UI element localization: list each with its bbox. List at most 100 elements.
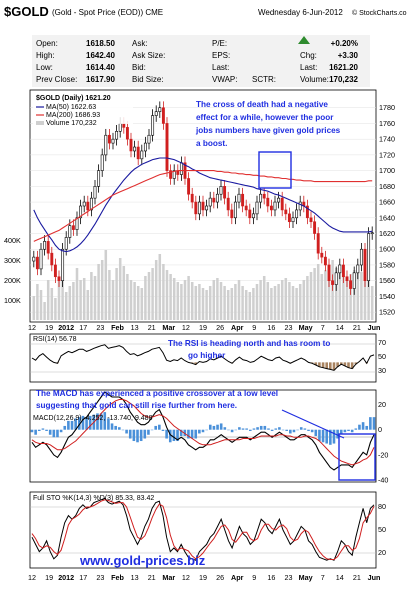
candle-body <box>341 264 345 278</box>
date-tick-label: 14 <box>336 323 344 332</box>
candle-body <box>251 213 255 219</box>
volume-bar <box>151 268 154 320</box>
macd-histogram-bar <box>179 429 183 436</box>
macd-histogram-bar <box>347 429 350 431</box>
macd-histogram-bar <box>238 427 241 430</box>
quote-table: Open: 1618.50 High: 1642.40 Low: 1614.40… <box>32 35 370 87</box>
volume-bar <box>277 284 280 320</box>
candle-body <box>280 197 284 211</box>
macd-histogram-bar <box>281 429 285 431</box>
candle-body <box>179 162 183 175</box>
macd-histogram-bar <box>208 424 212 430</box>
macd-histogram-bar <box>34 429 37 435</box>
legend-ma50: MA(50) 1622.63 <box>46 104 96 111</box>
volume-bar <box>248 292 252 320</box>
candle-body <box>143 142 147 152</box>
macd-histogram-bar <box>74 418 77 430</box>
candle-body <box>107 134 111 144</box>
macd-histogram-bar <box>81 415 85 430</box>
price-tick-label: 1760 <box>379 119 395 128</box>
candle-body <box>197 201 201 215</box>
volume-bar <box>266 282 270 320</box>
date-tick-label: Mar <box>162 323 175 332</box>
candle-body <box>136 146 140 160</box>
volume-bar <box>342 276 345 320</box>
pe-label: P/E: <box>212 39 227 48</box>
macd-histogram-bar <box>318 429 321 442</box>
volume-bar <box>338 272 342 320</box>
candle-body <box>212 197 216 203</box>
candle-body <box>367 233 371 281</box>
macd-histogram-bar <box>45 429 48 431</box>
pct-change: +0.20% <box>331 39 358 48</box>
volume-bar <box>104 250 108 320</box>
volume-value: 170,232 <box>329 75 358 84</box>
candle-body <box>205 205 209 211</box>
candle-body <box>237 193 241 203</box>
rsi-tick-70: 70 <box>378 338 386 347</box>
macd-histogram-bar <box>77 417 81 430</box>
symbol-description: (Gold - Spot Price (EOD)) CME <box>52 8 163 17</box>
volume-bar <box>187 276 190 320</box>
volume-bar <box>136 286 140 320</box>
candle-body <box>248 209 252 219</box>
macd-histogram-bar <box>198 429 201 434</box>
date-tick-label: 23 <box>96 323 104 332</box>
chg-label: Chg: <box>300 51 317 60</box>
date-tick-label: 19 <box>45 323 53 332</box>
volume-bar <box>133 282 136 320</box>
macd-histogram-bar <box>372 417 376 430</box>
candle-body <box>223 186 227 199</box>
candle-body <box>316 233 320 254</box>
date-tick-label: 13 <box>131 323 139 332</box>
macd-histogram-bar <box>234 429 238 431</box>
volume-bar <box>309 272 313 320</box>
legend-price: $GOLD (Daily) 1621.20 <box>36 95 111 102</box>
macd-histogram-bar <box>354 428 358 430</box>
volume-bar <box>93 276 97 320</box>
sto-tick-80: 80 <box>378 502 386 511</box>
candle-body <box>82 201 86 207</box>
macd-histogram-bar <box>274 428 278 430</box>
candle-body <box>323 256 327 266</box>
macd-histogram-bar <box>165 429 168 439</box>
candle-body <box>331 280 335 285</box>
macd-histogram-bar <box>369 417 372 430</box>
price-tick-label: 1560 <box>379 276 395 285</box>
macd-histogram-bar <box>172 429 176 442</box>
sto-tick-20: 20 <box>378 548 386 557</box>
date-tick-label: 2012 <box>58 323 74 332</box>
open-label: Open: <box>36 39 58 48</box>
volume-bar <box>158 254 162 320</box>
volume-bar <box>46 280 50 320</box>
legend-macd: MACD(12,26,9) -4.252, -13.740, 9.488 <box>33 415 153 422</box>
candle-body <box>154 111 158 116</box>
volume-bar <box>234 284 237 320</box>
volume-bar <box>262 276 266 320</box>
candle-body <box>345 276 349 281</box>
macd-tick-label: -20 <box>378 450 388 459</box>
volume-bar <box>180 284 183 320</box>
volume-bar <box>352 270 356 320</box>
candle-body <box>35 256 39 270</box>
volume-bar <box>360 272 363 320</box>
candle-body <box>259 193 263 203</box>
volume-label: Volume: <box>300 75 329 84</box>
macd-histogram-bar <box>154 425 158 430</box>
volume-bar <box>68 286 72 320</box>
macd-tick-label: 20 <box>378 400 386 409</box>
candle-body <box>309 217 313 223</box>
ma50-line <box>33 157 373 253</box>
date-tick-label: 17 <box>79 573 87 582</box>
candle-body <box>57 276 61 281</box>
volume-bar <box>79 280 82 320</box>
note-rsi-line2: go higher <box>188 351 226 360</box>
volume-bar <box>201 288 205 320</box>
macd-histogram-bar <box>183 429 187 436</box>
candle-body <box>273 201 277 211</box>
open-value: 1618.50 <box>86 39 115 48</box>
candle-body <box>370 232 374 235</box>
macd-histogram-bar <box>223 427 227 430</box>
note-cross-line2: effect for a while, however the poor <box>196 113 334 122</box>
date-tick-label: 23 <box>285 323 293 332</box>
